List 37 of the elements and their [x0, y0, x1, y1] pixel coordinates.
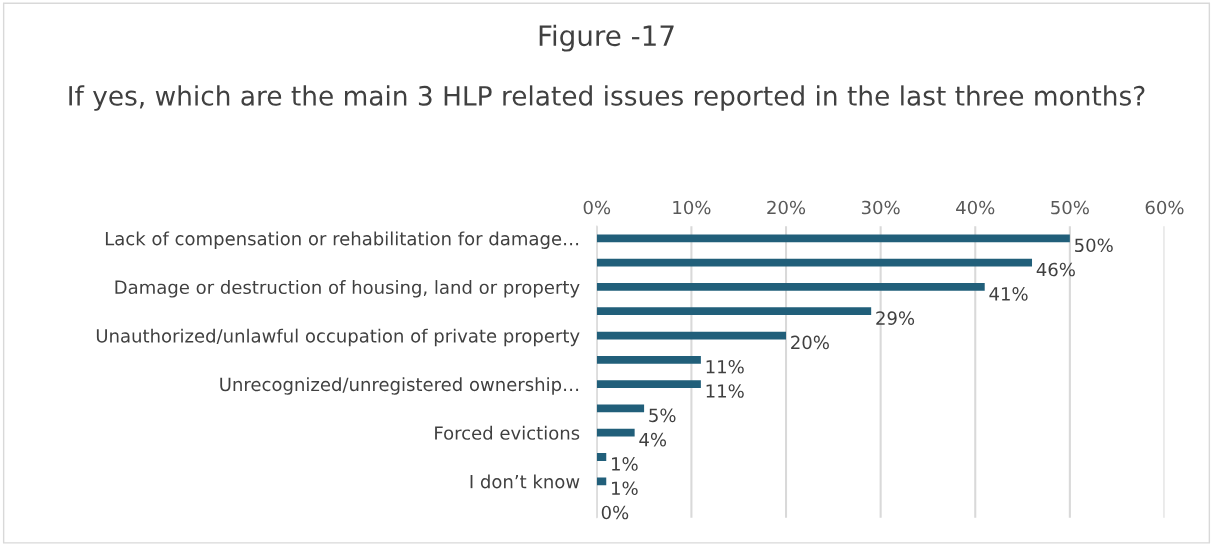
data-label: 5%	[649, 408, 676, 423]
data-label: 50%	[1075, 238, 1113, 253]
bar	[596, 355, 701, 364]
bar	[596, 453, 607, 461]
x-tick-label: 60%	[1145, 200, 1184, 215]
data-label: 20%	[791, 335, 829, 350]
x-tick-label: 20%	[767, 200, 806, 215]
y-tick-label: Unrecognized/unregistered ownership…	[220, 377, 579, 395]
data-label: 1%	[612, 481, 638, 496]
bar	[596, 307, 872, 316]
x-tick-label: 50%	[1051, 200, 1089, 215]
y-tick-label: Damage or destruction of housing, land or property	[115, 280, 580, 298]
data-label: 11%	[706, 384, 744, 398]
data-label: 0%	[601, 505, 629, 520]
y-tick-label: Lack of compensation or rehabilitation for damage…	[105, 231, 579, 249]
x-tick-label: 0%	[583, 200, 611, 215]
chart-subtitle: If yes, which are the main 3 HLP related issues reported in the last three months?	[69, 85, 1145, 111]
data-label: 46%	[1036, 262, 1075, 277]
bar	[596, 428, 635, 437]
y-tick-label: Forced evictions	[435, 425, 580, 440]
chart-title: Figure -17	[539, 24, 674, 52]
bar	[596, 477, 607, 486]
x-tick-label: 40%	[956, 200, 995, 215]
y-tick-label: I don’t know	[470, 474, 580, 489]
x-tick-label: 30%	[861, 200, 900, 215]
bar	[596, 380, 701, 388]
data-label: 41%	[989, 287, 1028, 301]
y-tick-label: Unauthorized/unlawful occupation of private property	[96, 328, 580, 347]
data-label: 4%	[639, 432, 667, 447]
bar	[596, 331, 787, 340]
x-tick-label: 10%	[673, 200, 711, 215]
data-label: 29%	[876, 311, 915, 325]
bar	[596, 283, 985, 291]
bar	[596, 234, 1070, 243]
data-label: 11%	[706, 359, 744, 374]
data-label: 1%	[612, 457, 638, 471]
bar	[596, 258, 1033, 267]
